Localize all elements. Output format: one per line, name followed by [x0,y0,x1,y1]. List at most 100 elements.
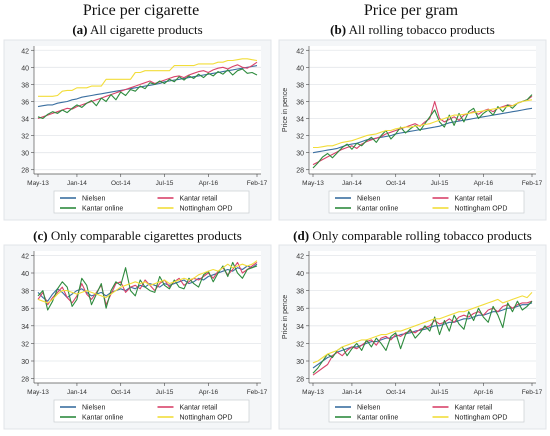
y-tick-label: 38 [21,82,29,89]
panel-d-title-text: Only comparable rolling tobacco products [312,228,532,243]
legend-box [53,190,250,214]
legend-label: Kantar retail [180,196,218,203]
x-tick-label: May-13 [27,180,49,187]
x-tick-label: Apr-16 [199,389,219,396]
panel-c-title-text: Only comparable cigarettes products [50,228,242,243]
legend-label: Nottingham OPD [180,206,233,213]
legend-label: Nielsen [82,196,105,203]
series-line-nottingham-opd [38,58,258,97]
x-tick-label: Jan-14 [342,180,362,187]
chart-panel-a: 28 30 32 34 36 38 40 42 May-13 Jan-14 Oct-14 Jul-15… [3,39,272,221]
legend-label: Kantar online [357,415,398,422]
y-tick-label: 30 [296,359,304,366]
series-line-nielsen [37,263,258,302]
series-line-kantar-online [312,300,533,374]
y-tick-label: 38 [21,289,29,296]
y-tick-label: 36 [296,306,304,313]
panel-a-letter: (a) [72,22,88,37]
x-tick-label: Feb-17 [247,389,268,396]
y-tick-label: 42 [21,253,29,260]
x-tick-label: Feb-17 [522,389,543,396]
x-tick-label: Jul-15 [431,389,449,396]
x-tick-label: Jul-15 [156,389,174,396]
x-tick-label: May-13 [27,389,49,396]
legend-label: Nielsen [357,196,380,203]
x-tick-label: May-13 [302,389,324,396]
series-line-kantar-online [37,68,258,120]
y-tick-label: 36 [21,99,29,106]
x-tick-label: Jan-14 [342,389,362,396]
x-tick-label: Oct-14 [111,389,131,396]
legend-box [53,399,250,423]
series-line-nielsen [312,107,533,154]
legend-label: Kantar online [82,415,123,422]
y-tick-label: 40 [21,271,29,278]
y-tick-label: 30 [21,359,29,366]
y-tick-label: 34 [21,117,29,124]
y-tick-label: 40 [21,65,29,72]
panel-d-title: (d) Only comparable rolling tobacco prod… [275,228,550,244]
plot-area [309,251,536,383]
chart-panel-c: 28 30 32 34 36 38 40 42 May-13 Jan-14 Oct-14 Jul-15… [3,244,272,430]
panel-b-letter: (b) [330,22,347,37]
y-tick-label: 30 [21,151,29,158]
y-tick-label: 28 [21,377,29,384]
plot-area [34,46,261,174]
panel-b-title-text: All rolling tobacco products [348,22,495,37]
y-tick-label: 38 [296,82,304,89]
x-tick-label: Apr-16 [474,389,494,396]
series-line-nottingham-opd [37,260,258,304]
legend-box [328,190,525,214]
y-tick-label: 34 [21,324,29,331]
x-tick-label: May-13 [302,180,324,187]
panel-b-title: (b) All rolling tobacco products [275,22,550,38]
left-column-title: Price per cigarette [82,2,200,19]
x-tick-label: Apr-16 [474,180,494,187]
legend-label: Nielsen [357,405,380,412]
y-tick-label: 32 [296,134,304,141]
y-tick-label: 38 [296,289,304,296]
y-tick-label: 42 [296,253,304,260]
series-line-nottingham-opd [312,292,533,364]
series-line-nottingham-opd [313,99,533,149]
y-tick-label: 34 [296,117,304,124]
series-line-kantar-online [312,94,533,169]
y-tick-label: 36 [296,99,304,106]
y-tick-label: 36 [21,306,29,313]
legend-box [328,399,525,423]
x-tick-label: Feb-17 [247,180,268,187]
y-axis-label: Price in pence [282,295,289,339]
legend-label: Kantar retail [180,405,218,412]
y-tick-label: 40 [296,271,304,278]
panel-c-letter: (c) [33,228,48,243]
panel-a-title-text: All cigarette products [90,22,203,37]
right-column-title: Price per gram [363,2,459,19]
legend-label: Kantar retail [455,196,493,203]
x-tick-label: Oct-14 [386,389,406,396]
legend-label: Kantar retail [455,405,493,412]
plot-area [34,251,261,383]
x-tick-label: Apr-16 [199,180,219,187]
y-tick-label: 28 [296,377,304,384]
x-tick-label: Oct-14 [386,180,406,187]
x-tick-label: Jul-15 [156,180,174,187]
legend-label: Kantar online [357,206,398,213]
y-tick-label: 42 [21,48,29,55]
series-line-kantar-retail [37,61,258,120]
y-tick-label: 32 [21,341,29,348]
x-tick-label: Jul-15 [431,180,449,187]
y-tick-label: 34 [296,324,304,331]
legend-label: Nottingham OPD [455,206,508,213]
x-tick-label: Jan-14 [67,389,87,396]
legend-label: Nottingham OPD [455,415,508,422]
legend-label: Nielsen [82,405,105,412]
legend-label: Kantar online [82,206,123,213]
chart-panel-d: 28 30 32 34 36 38 40 42 May-13 Jan-14 Oct-14 Jul-15… [278,244,547,430]
y-tick-label: 32 [296,341,304,348]
x-tick-label: Feb-17 [522,180,543,187]
y-tick-label: 28 [21,168,29,175]
y-tick-label: 40 [296,65,304,72]
x-tick-label: Oct-14 [111,180,131,187]
panel-a-title: (a) All cigarette products [0,22,275,38]
